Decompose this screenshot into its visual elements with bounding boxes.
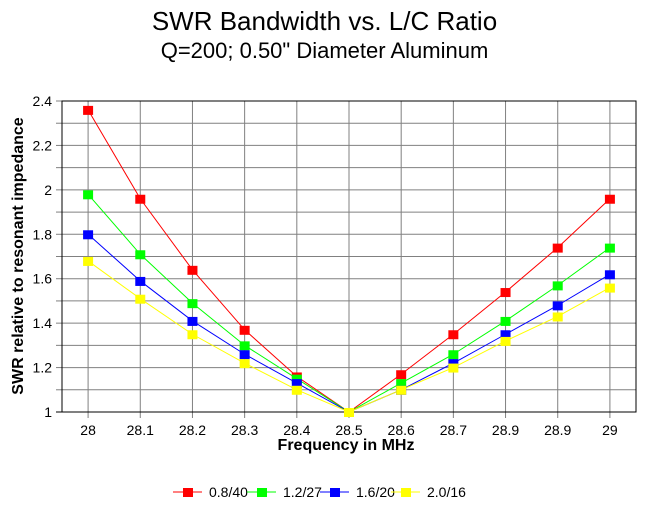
y-tick-label: 2.4 <box>33 93 53 109</box>
y-tick-label: 1.4 <box>33 315 53 331</box>
data-point-0.8/40 <box>83 105 94 115</box>
data-point-2.0/16 <box>500 336 511 346</box>
x-tick-label: 28 <box>80 422 96 438</box>
data-point-2.0/16 <box>239 359 250 369</box>
legend-marker-0.8/40 <box>183 488 193 497</box>
data-point-1.2/27 <box>500 316 511 326</box>
data-point-1.2/27 <box>552 281 563 291</box>
data-point-1.2/27 <box>83 190 94 200</box>
data-point-1.6/20 <box>604 270 615 280</box>
data-point-1.6/20 <box>500 330 511 340</box>
data-point-1.6/20 <box>239 350 250 360</box>
x-tick-labels: 28 28.1 28.2 28.3 28.4 28.5 28.6 28.7 28.9 28.9 29 <box>80 422 618 438</box>
data-point-1.6/20 <box>187 316 198 326</box>
data-point-1.2/27 <box>239 341 250 351</box>
data-point-1.2/27 <box>135 250 146 260</box>
data-point-2.0/16 <box>396 385 407 395</box>
data-point-1.6/20 <box>83 230 94 240</box>
legend-marker-2.0/16 <box>401 488 411 497</box>
data-point-0.8/40 <box>239 325 250 335</box>
grid <box>56 100 636 418</box>
x-tick-label: 29 <box>602 422 618 438</box>
x-tick-label: 28.1 <box>127 422 154 438</box>
x-tick-label: 28.2 <box>179 422 206 438</box>
data-point-1.6/20 <box>135 276 146 286</box>
y-tick-label: 2 <box>44 182 52 198</box>
data-point-2.0/16 <box>448 363 459 373</box>
data-point-0.8/40 <box>500 288 511 298</box>
data-point-2.0/16 <box>344 408 354 417</box>
legend-label: 1.2/27 <box>283 484 322 500</box>
y-tick-label: 1.6 <box>33 271 53 287</box>
data-point-2.0/16 <box>291 385 302 395</box>
x-tick-label: 28.9 <box>544 422 571 438</box>
data-point-1.2/27 <box>396 379 407 389</box>
legend-marker-1.2/27 <box>257 488 267 497</box>
x-tick-label: 28.5 <box>335 422 362 438</box>
legend-marker-1.6/20 <box>330 488 340 497</box>
y-tick-label: 1.8 <box>33 226 53 242</box>
data-point-1.2/27 <box>604 243 615 253</box>
x-tick-label: 28.4 <box>283 422 310 438</box>
data-point-1.6/20 <box>552 301 563 311</box>
data-point-2.0/16 <box>552 312 563 322</box>
y-tick-label: 1 <box>44 404 52 420</box>
data-point-0.8/40 <box>552 243 563 253</box>
data-point-1.2/27 <box>187 299 198 309</box>
data-point-0.8/40 <box>396 370 407 380</box>
data-point-0.8/40 <box>604 194 615 204</box>
legend-label: 0.8/40 <box>209 484 248 500</box>
data-point-2.0/16 <box>135 294 146 304</box>
y-tick-labels: 1 1.2 1.4 1.6 1.8 2 2.2 2.4 <box>33 93 53 420</box>
data-point-0.8/40 <box>448 330 459 340</box>
data-point-1.2/27 <box>448 350 459 360</box>
legend-label: 1.6/20 <box>356 484 395 500</box>
y-tick-label: 2.2 <box>33 137 53 153</box>
data-point-2.0/16 <box>83 256 94 266</box>
chart-title: SWR Bandwidth vs. L/C Ratio <box>151 6 498 36</box>
legend: 0.8/40 1.2/27 1.6/20 2.0/16 <box>173 484 466 500</box>
data-point-2.0/16 <box>604 283 615 293</box>
series-markers <box>83 105 615 417</box>
data-point-2.0/16 <box>187 330 198 340</box>
data-point-0.8/40 <box>135 194 146 204</box>
x-axis-label: Frequency in MHz <box>278 437 415 454</box>
y-axis-label: SWR relative to resonant impedance <box>10 117 27 395</box>
y-tick-label: 1.2 <box>33 360 53 376</box>
chart-subtitle: Q=200; 0.50" Diameter Aluminum <box>160 38 489 63</box>
x-tick-label: 28.7 <box>440 422 467 438</box>
data-point-0.8/40 <box>187 265 198 275</box>
x-tick-label: 28.6 <box>388 422 415 438</box>
legend-label: 2.0/16 <box>427 484 466 500</box>
x-tick-label: 28.3 <box>231 422 258 438</box>
data-point-1.6/20 <box>291 379 302 389</box>
x-tick-label: 28.9 <box>492 422 519 438</box>
